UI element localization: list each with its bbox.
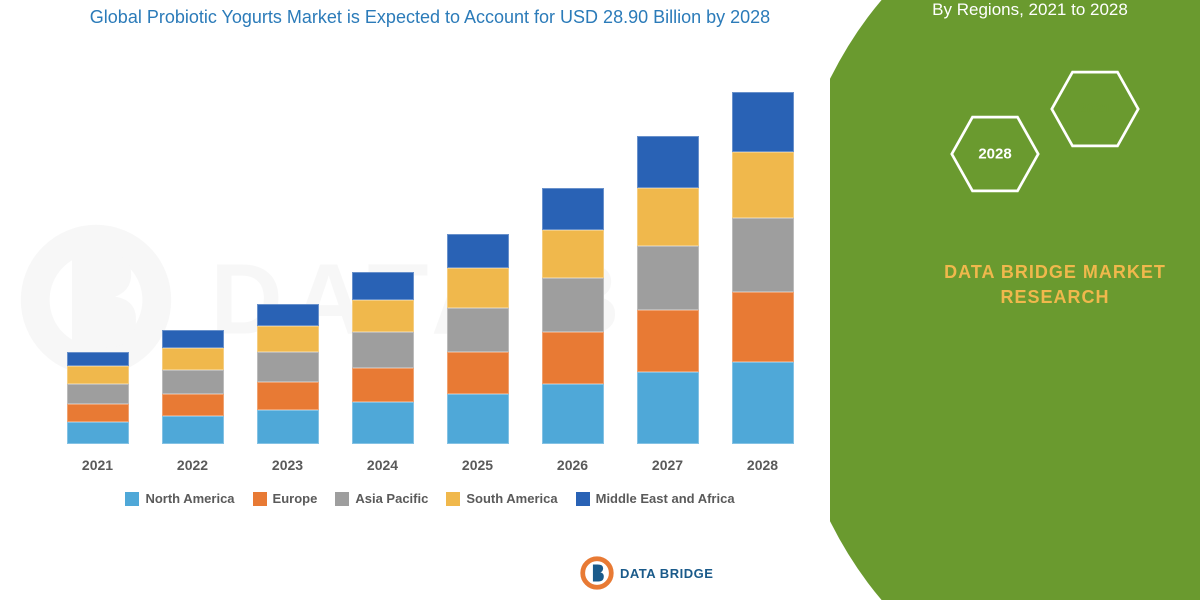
bar-segment <box>732 292 794 362</box>
bar-segment <box>637 372 699 444</box>
bar-group <box>340 272 425 444</box>
x-axis-labels: 2021 2022 2023 2024 2025 2026 2027 2028 <box>40 445 820 473</box>
bar-segment <box>542 188 604 230</box>
bar-segment <box>732 362 794 444</box>
legend-label: Europe <box>273 491 318 506</box>
hexagon-badges: 2028 2021 <box>940 70 1160 220</box>
bar-segment <box>352 368 414 402</box>
bar-group <box>150 330 235 444</box>
bar-stack <box>732 92 794 444</box>
chart-area: Global Probiotic Yogurts Market is Expec… <box>40 0 820 560</box>
bar-group <box>720 92 805 444</box>
bar-segment <box>637 246 699 310</box>
chart-title: Global Probiotic Yogurts Market is Expec… <box>40 0 820 45</box>
bar-stack <box>257 304 319 444</box>
bar-group <box>530 188 615 444</box>
bar-segment <box>257 304 319 326</box>
bar-segment <box>352 402 414 444</box>
bar-segment <box>352 272 414 300</box>
legend-label: South America <box>466 491 557 506</box>
legend-swatch <box>576 492 590 506</box>
hexagon-2021: 2021 <box>1050 70 1140 148</box>
bar-segment <box>162 416 224 444</box>
bar-group <box>435 234 520 444</box>
bar-group <box>245 304 330 444</box>
bar-segment <box>67 384 129 404</box>
right-panel-title: By Regions, 2021 to 2028 <box>880 0 1180 20</box>
x-axis-label: 2024 <box>340 457 425 473</box>
legend-label: North America <box>145 491 234 506</box>
legend-item: Europe <box>253 491 318 506</box>
bar-segment <box>447 234 509 268</box>
legend-label: Middle East and Africa <box>596 491 735 506</box>
bar-segment <box>732 218 794 292</box>
x-axis-label: 2025 <box>435 457 520 473</box>
bar-stack <box>542 188 604 444</box>
bar-segment <box>447 308 509 352</box>
hexagon-2028-label: 2028 <box>978 146 1011 163</box>
bar-segment <box>447 268 509 308</box>
bar-segment <box>257 326 319 352</box>
bar-segment <box>542 332 604 384</box>
bar-segment <box>67 422 129 444</box>
brand-text: DATA BRIDGE MARKET RESEARCH <box>940 260 1170 310</box>
legend-item: Middle East and Africa <box>576 491 735 506</box>
bar-stack <box>67 352 129 444</box>
bar-segment <box>352 332 414 368</box>
bar-segment <box>732 152 794 218</box>
hexagon-2028: 2028 <box>950 115 1040 193</box>
bar-segment <box>67 366 129 384</box>
bar-segment <box>162 348 224 370</box>
bar-group <box>625 136 710 444</box>
bar-segment <box>67 404 129 422</box>
brand-line-1: DATA BRIDGE MARKET <box>940 260 1170 285</box>
brand-line-2: RESEARCH <box>940 285 1170 310</box>
hexagon-2021-label: 2021 <box>1078 101 1111 118</box>
bars-container <box>40 45 820 445</box>
bar-segment <box>257 352 319 382</box>
legend-label: Asia Pacific <box>355 491 428 506</box>
bar-stack <box>637 136 699 444</box>
legend-item: North America <box>125 491 234 506</box>
x-axis-label: 2028 <box>720 457 805 473</box>
bottom-logo-icon <box>580 556 614 590</box>
bar-segment <box>67 352 129 366</box>
bar-stack <box>352 272 414 444</box>
x-axis-label: 2023 <box>245 457 330 473</box>
bar-segment <box>162 394 224 416</box>
bar-segment <box>162 370 224 394</box>
bar-segment <box>257 382 319 410</box>
legend-swatch <box>125 492 139 506</box>
bar-segment <box>352 300 414 332</box>
bar-segment <box>447 394 509 444</box>
bar-stack <box>162 330 224 444</box>
bar-segment <box>447 352 509 394</box>
right-panel: By Regions, 2021 to 2028 2028 2021 DATA … <box>830 0 1200 600</box>
bar-segment <box>162 330 224 348</box>
bar-group <box>55 352 140 444</box>
x-axis-label: 2021 <box>55 457 140 473</box>
bar-segment <box>732 92 794 152</box>
x-axis-label: 2022 <box>150 457 235 473</box>
bar-segment <box>637 188 699 246</box>
bar-segment <box>257 410 319 444</box>
bar-segment <box>542 384 604 444</box>
x-axis-label: 2027 <box>625 457 710 473</box>
bottom-logo-text: DATA BRIDGE <box>620 566 713 581</box>
x-axis-label: 2026 <box>530 457 615 473</box>
bar-segment <box>637 136 699 188</box>
bar-segment <box>542 278 604 332</box>
bottom-logo: DATA BRIDGE <box>580 556 713 590</box>
bar-segment <box>637 310 699 372</box>
legend-swatch <box>253 492 267 506</box>
bar-stack <box>447 234 509 444</box>
legend-swatch <box>446 492 460 506</box>
bar-segment <box>542 230 604 278</box>
chart-legend: North America Europe Asia Pacific South Ame… <box>40 473 820 506</box>
legend-swatch <box>335 492 349 506</box>
legend-item: Asia Pacific <box>335 491 428 506</box>
legend-item: South America <box>446 491 557 506</box>
